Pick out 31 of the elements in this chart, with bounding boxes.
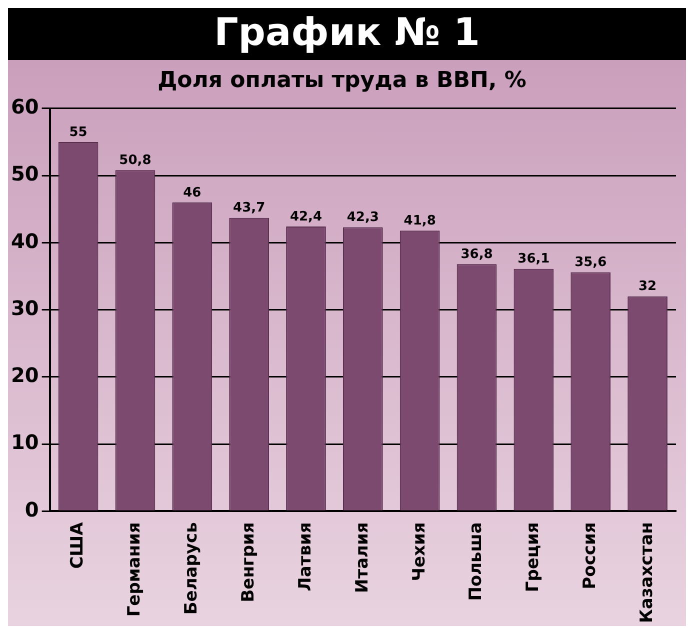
y-tick-label: 0 (24, 497, 39, 522)
x-tick-label: Казахстан (636, 522, 657, 624)
chart-subtitle: Доля оплаты труда в ВВП, % (158, 68, 526, 93)
x-tick-label: Россия (580, 522, 600, 590)
data-label: 36,8 (460, 247, 493, 262)
data-label: 32 (638, 279, 657, 294)
x-tick-label: США (68, 521, 88, 569)
data-label: 43,7 (233, 200, 266, 216)
y-tick-label: 50 (10, 162, 39, 186)
x-tick-label: Беларусь (182, 522, 202, 615)
data-label: 55 (69, 124, 88, 140)
x-tick-label: Латвия (295, 522, 316, 592)
data-label: 42,3 (346, 210, 379, 226)
data-label: 36,1 (518, 252, 550, 267)
y-tick-label: 30 (10, 296, 39, 320)
x-tick-label: Германия (124, 522, 145, 617)
data-label: 50,8 (119, 153, 152, 168)
y-tick-label: 40 (10, 228, 39, 253)
x-tick-label: Польша (466, 522, 486, 601)
data-label: 46 (183, 185, 202, 200)
data-label: 42,4 (290, 209, 322, 224)
data-label: 41,8 (404, 213, 436, 228)
chart-title: График № 1 (8, 8, 686, 60)
y-tick-label: 20 (10, 363, 39, 388)
x-tick-label: Чехия (409, 522, 430, 582)
y-tick-label: 10 (10, 430, 39, 454)
x-tick-label: Греция (523, 522, 544, 592)
x-tick-label: Венгрия (238, 522, 258, 602)
y-tick-label: 60 (10, 94, 39, 119)
data-label: 35,6 (574, 255, 607, 270)
x-tick-label: Италия (352, 522, 372, 594)
